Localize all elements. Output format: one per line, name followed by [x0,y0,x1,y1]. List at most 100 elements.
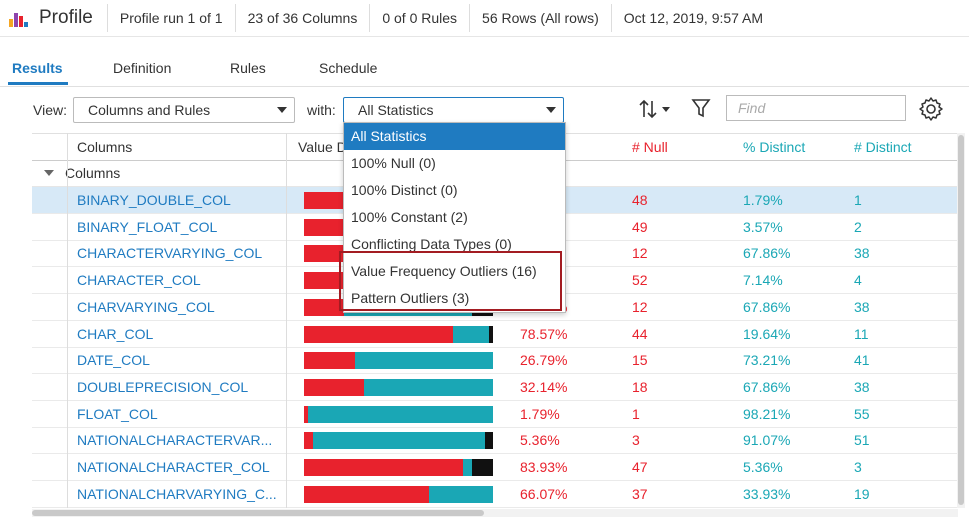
header-null-count[interactable]: # Null [632,139,668,155]
highlight-box [339,251,562,311]
null-count-value: 15 [632,352,648,369]
sort-icon[interactable] [638,97,674,121]
pct-null-value: 78.57% [520,325,568,342]
value-distribution-bar [304,378,493,396]
with-label: with: [307,102,336,118]
value-distribution-bar [304,432,493,450]
pct-null-value: 83.93% [520,459,568,475]
table-row[interactable]: DATE_COL 26.79% 15 73.21% 41 [32,347,958,375]
pct-null-value: 1.79% [520,405,560,422]
vertical-scrollbar[interactable] [957,133,965,508]
tab-results[interactable]: Results [12,60,63,76]
null-segment [304,378,365,396]
column-name-link[interactable]: FLOAT_COL [77,405,158,422]
option-pattern-outliers[interactable]: Pattern Outliers (3) [351,290,470,306]
option-100-constant[interactable]: 100% Constant (2) [351,209,468,225]
filter-funnel-icon[interactable] [690,96,712,120]
value-distribution-bar [304,485,493,503]
num-distinct-value: 38 [854,378,870,395]
null-count-value: 48 [632,192,648,208]
rows-count: 56 Rows (All rows) [469,4,611,32]
num-distinct-value: 4 [854,272,862,289]
header-columns[interactable]: Columns [77,139,133,155]
tab-schedule[interactable]: Schedule [319,60,378,76]
null-segment [304,432,314,450]
header-num-distinct[interactable]: # Distinct [854,139,912,155]
distinct-segment [428,485,493,503]
null-count-value: 1 [632,405,640,422]
null-count-value: 12 [632,245,648,262]
option-100-null[interactable]: 100% Null (0) [351,155,436,171]
null-segment [304,352,356,370]
table-row[interactable]: CHAR_COL 78.57% 44 19.64% 11 [32,321,958,348]
pct-null-value: 66.07% [520,485,568,502]
table-row[interactable]: NATIONALCHARVARYING_C... 66.07% 37 33.93% 19 [32,481,958,508]
option-value-frequency-outliers[interactable]: Value Frequency Outliers (16) [351,263,537,279]
statistics-dropdown-list: All Statistics 100% Null (0) 100% Distin… [343,122,566,313]
view-select[interactable]: Columns and Rules [73,97,295,123]
tab-rules[interactable]: Rules [230,60,266,76]
null-count-value: 52 [632,272,648,289]
settings-gear-icon[interactable] [918,96,944,122]
columns-count: 23 of 36 Columns [234,4,370,32]
column-name-link[interactable]: NATIONALCHARACTER_COL [77,459,270,475]
num-distinct-value: 55 [854,405,870,422]
pct-distinct-value: 98.21% [743,405,791,422]
grid-divider [286,133,287,508]
table-row[interactable]: NATIONALCHARACTER_COL 83.93% 47 5.36% 3 [32,454,958,481]
null-segment [304,298,344,316]
table-row[interactable]: DOUBLEPRECISION_COL 32.14% 18 67.86% 38 [32,374,958,401]
pct-distinct-value: 73.21% [743,352,791,369]
table-row[interactable]: NATIONALCHARACTERVAR... 5.36% 3 91.07% 51 [32,427,958,455]
pct-distinct-value: 5.36% [743,459,783,475]
num-distinct-value: 41 [854,352,870,369]
column-name-link[interactable]: BINARY_DOUBLE_COL [77,192,231,208]
distinct-segment [462,459,473,476]
pct-distinct-value: 33.93% [743,485,791,502]
column-name-link[interactable]: CHARACTERVARYING_COL [77,245,263,262]
collapse-triangle-icon[interactable] [44,170,54,176]
num-distinct-value: 11 [854,325,869,342]
num-distinct-value: 19 [854,485,870,502]
group-label: Columns [65,165,121,181]
null-count-value: 18 [632,378,648,395]
statistics-select[interactable]: All Statistics [343,97,564,123]
column-name-link[interactable]: NATIONALCHARACTERVAR... [77,432,273,449]
run-info: Profile run 1 of 1 [106,4,235,32]
null-segment [304,485,429,503]
table-row[interactable]: FLOAT_COL 1.79% 1 98.21% 55 [32,401,958,428]
column-name-link[interactable]: DATE_COL [77,352,150,369]
header-value-distribution[interactable]: Value D [298,139,347,155]
other-segment [472,459,493,476]
null-count-value: 47 [632,459,648,475]
column-name-link[interactable]: CHARACTER_COL [77,272,201,289]
value-distribution-bar [304,459,493,476]
option-conflicting-data-types[interactable]: Conflicting Data Types (0) [351,236,512,252]
column-name-link[interactable]: CHARVARYING_COL [77,298,215,315]
tab-definition[interactable]: Definition [113,60,172,76]
find-input[interactable] [726,95,906,121]
num-distinct-value: 51 [854,432,870,449]
header-pct-distinct[interactable]: % Distinct [743,139,806,155]
pct-distinct-value: 1.79% [743,192,783,208]
run-timestamp: Oct 12, 2019, 9:57 AM [610,4,775,32]
distinct-segment [313,432,486,450]
distinct-segment [364,378,493,396]
null-segment [304,459,463,476]
value-distribution-bar [304,352,493,370]
value-distribution-bar [304,405,493,423]
column-name-link[interactable]: CHAR_COL [77,325,154,342]
null-segment [304,325,454,343]
other-segment [489,325,493,343]
option-all-statistics[interactable]: All Statistics [344,123,565,150]
scroll-thumb[interactable] [32,510,484,516]
pct-distinct-value: 91.07% [743,432,791,449]
column-name-link[interactable]: NATIONALCHARVARYING_C... [77,485,277,502]
option-100-distinct[interactable]: 100% Distinct (0) [351,182,458,198]
horizontal-scrollbar[interactable] [32,509,958,517]
column-name-link[interactable]: DOUBLEPRECISION_COL [77,378,249,395]
pct-distinct-value: 7.14% [743,272,783,289]
null-count-value: 49 [632,218,648,235]
scroll-thumb[interactable] [958,135,964,505]
column-name-link[interactable]: BINARY_FLOAT_COL [77,218,218,235]
